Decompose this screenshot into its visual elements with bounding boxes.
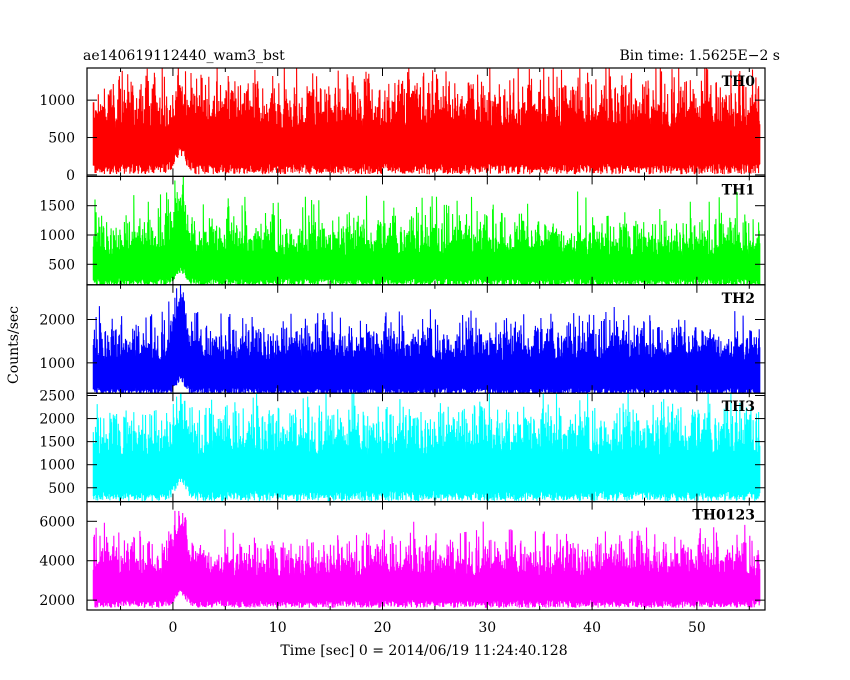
y-tick-label: 1500 (39, 435, 75, 451)
panel-label: TH0 (722, 74, 756, 90)
series-line-th1 (92, 176, 761, 285)
series-line-th2 (92, 284, 761, 394)
panels-group: 05001000TH050010001500TH110002000TH25001… (39, 67, 766, 636)
y-tick-label: 500 (48, 481, 75, 497)
y-tick-label: 2000 (39, 412, 75, 428)
series-line-th3 (92, 393, 761, 502)
x-tick-label: 40 (583, 620, 601, 636)
y-tick-label: 1000 (39, 458, 75, 474)
x-tick-label: 20 (374, 620, 392, 636)
y-axis-label: Counts/sec (6, 306, 22, 384)
y-tick-label: 500 (48, 131, 75, 147)
y-tick-label: 500 (48, 257, 75, 273)
bin-time-label: Bin time: 1.5625E−2 s (619, 48, 780, 64)
x-tick-label: 10 (269, 620, 287, 636)
y-tick-label: 2000 (39, 593, 75, 609)
y-tick-label: 1000 (39, 356, 75, 372)
series-line-th0 (92, 67, 761, 175)
chart-title: ae140619112440_wam3_bst (83, 48, 285, 64)
panel-frame-th0123 (86, 501, 766, 611)
y-tick-label: 2000 (39, 312, 75, 328)
x-tick-label: 0 (168, 620, 177, 636)
x-tick-label: 50 (688, 620, 706, 636)
y-tick-label: 1000 (39, 228, 75, 244)
x-tick-label: 30 (478, 620, 496, 636)
y-tick-label: 1500 (39, 199, 75, 215)
series-line-th0123 (92, 510, 761, 608)
y-tick-label: 2500 (39, 389, 75, 405)
y-tick-label: 6000 (39, 514, 75, 530)
y-tick-label: 1000 (39, 93, 75, 109)
panel-label: TH2 (722, 291, 755, 307)
panel-label: TH3 (722, 399, 755, 415)
panel-label: TH1 (722, 182, 755, 198)
x-axis-label: Time [sec] 0 = 2014/06/19 11:24:40.128 (280, 643, 567, 659)
panel-label: TH0123 (692, 508, 755, 524)
y-tick-label: 0 (66, 168, 75, 184)
y-tick-label: 4000 (39, 554, 75, 570)
